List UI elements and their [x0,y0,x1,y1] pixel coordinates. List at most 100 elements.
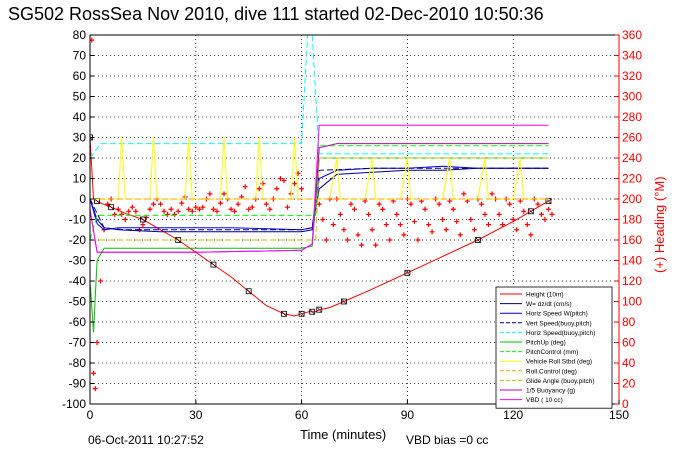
y-tick-label: -70 [69,336,87,350]
heading-point [165,211,171,217]
heading-point [267,206,273,212]
right-y-tick-label: 200 [622,192,642,206]
heading-point [426,222,432,228]
heading-point [517,198,523,204]
height-marker [298,310,305,317]
heading-point [94,340,100,345]
series-line [90,124,549,253]
legend-label: Horiz Speed W(pitch) [526,311,588,318]
heading-point [549,211,555,217]
y-tick-label: 0 [79,192,86,206]
heading-point [394,211,400,217]
y-tick-label: -60 [69,315,87,329]
heading-point [92,386,98,392]
heading-point [383,222,389,228]
legend-label: PitchControl (mm) [526,349,578,356]
heading-point [168,206,174,212]
right-y-tick-label: 60 [622,336,636,350]
heading-point [140,222,146,228]
legend: Height (10m) W= dz/dt (cm/s) Horiz Speed W… [495,286,613,409]
y-tick-label: 50 [73,90,87,104]
heading-point [447,198,453,204]
height-marker [281,310,287,317]
height-marker-cross [341,298,347,305]
height-marker-cross [210,261,217,268]
height-marker [139,216,146,223]
height-marker [404,269,411,276]
y-tick-label: 20 [73,151,87,165]
heading-point [369,227,375,233]
heading-point [401,232,407,238]
right-y-tick-label: 260 [622,131,642,145]
x-tick-label: 30 [189,408,203,422]
legend-label: W= dz/dt (cm/s) [526,301,572,308]
heading-point [193,204,199,210]
y-tick-label: 30 [73,131,87,145]
heading-point [274,186,280,192]
series-group [90,35,555,392]
legend-label: Roll Control (deg) [526,368,577,375]
right-y-tick-label: 140 [622,254,642,268]
heading-point [489,191,495,197]
height-marker [316,306,323,313]
heading-point [341,227,347,233]
heading-point [440,217,446,222]
heading-point [98,278,104,284]
x-axis-label: Time (minutes) [300,427,386,442]
y-tick-label: -50 [69,295,87,309]
right-y-tick-label: 40 [622,356,636,370]
height-marker-cross [316,306,322,313]
height-marker [108,204,115,211]
heading-point [284,204,290,210]
heading-point [454,219,460,225]
right-y-tick-label: 320 [622,69,642,83]
footer-vbd-bias: VBD bias =0 cc [406,433,488,447]
heading-point [478,201,484,207]
heading-point [348,201,354,207]
right-y-tick-label: 220 [622,172,642,186]
right-y-tick-label: 0 [622,397,629,411]
height-marker [245,288,252,295]
series-line [90,167,549,231]
heading-point [344,237,350,243]
heading-point [524,222,530,228]
heading-point [468,217,474,222]
heading-point [246,206,252,212]
heading-point [323,237,329,243]
heading-point [232,208,238,214]
heading-point [443,227,449,233]
heading-point [133,208,139,214]
right-y-tick-label: 360 [622,28,642,42]
heading-point [528,232,534,238]
heading-point [277,176,283,181]
heading-point [436,201,442,207]
y-tick-label: 80 [73,28,87,42]
heading-point [221,191,227,197]
height-marker-cross [108,204,114,210]
heading-point [122,217,128,222]
y-tick-label: 60 [73,69,87,83]
heading-point [422,206,428,212]
heading-point [147,206,153,212]
heading-point [112,211,118,217]
legend-box [495,286,613,409]
heading-point [217,200,223,206]
plot-area: 80706050403020100-10-20-30-40-50-60-70-8… [62,28,642,422]
x-tick-label: 150 [609,408,629,422]
heading-point [415,237,421,243]
right-y-tick-label: 80 [622,315,636,329]
heading-point [496,211,502,217]
heading-point [228,206,234,212]
heading-point [186,206,192,212]
y-tick-label: -30 [69,254,87,268]
right-y-tick-label: 180 [622,213,642,227]
heading-point [91,370,97,376]
right-y-tick-label: 100 [622,295,642,309]
right-y-tick-label: 280 [622,110,642,124]
heading-point [256,186,262,192]
heading-point [461,191,467,197]
heading-point [538,211,544,217]
y-tick-label: -100 [62,397,86,411]
height-marker [475,237,481,243]
